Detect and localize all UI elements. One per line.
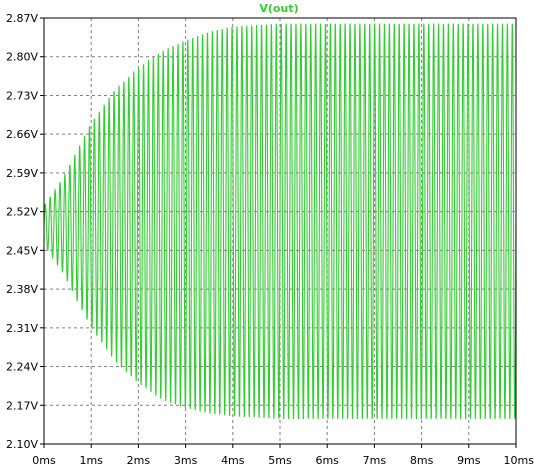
x-tick-label: 4ms xyxy=(221,454,245,467)
x-tick-label: 9ms xyxy=(457,454,481,467)
x-tick-label: 3ms xyxy=(174,454,198,467)
y-tick-label: 2.38V xyxy=(6,283,38,296)
x-tick-label: 10ms xyxy=(504,454,534,467)
y-tick-label: 2.66V xyxy=(6,128,38,141)
y-tick-label: 2.31V xyxy=(6,322,38,335)
x-tick-label: 6ms xyxy=(315,454,339,467)
y-tick-label: 2.73V xyxy=(6,89,38,102)
y-axis-labels: 2.10V 2.17V 2.24V 2.31V 2.38V 2.45V 2.52V 2.59V… xyxy=(6,12,38,451)
x-tick-label: 2ms xyxy=(127,454,151,467)
y-tick-label: 2.17V xyxy=(6,399,38,412)
x-tick-label: 7ms xyxy=(363,454,387,467)
trace-title: V(out) xyxy=(259,2,298,15)
y-tick-label: 2.59V xyxy=(6,167,38,180)
x-tick-label: 1ms xyxy=(79,454,103,467)
trace-layer xyxy=(44,23,516,420)
series-line-vout xyxy=(44,23,516,420)
y-tick-label: 2.87V xyxy=(6,12,38,25)
x-tick-label: 0ms xyxy=(32,454,56,467)
y-tick-label: 2.24V xyxy=(6,361,38,374)
tick-marks xyxy=(40,17,517,448)
x-axis-labels: 0ms 1ms 2ms 3ms 4ms 5ms 6ms 7ms 8ms 9ms 10ms xyxy=(32,454,534,467)
x-tick-label: 5ms xyxy=(268,454,292,467)
y-tick-label: 2.52V xyxy=(6,206,38,219)
y-tick-label: 2.80V xyxy=(6,51,38,64)
y-tick-label: 2.45V xyxy=(6,244,38,257)
y-tick-label: 2.10V xyxy=(6,438,38,451)
x-tick-label: 8ms xyxy=(410,454,434,467)
